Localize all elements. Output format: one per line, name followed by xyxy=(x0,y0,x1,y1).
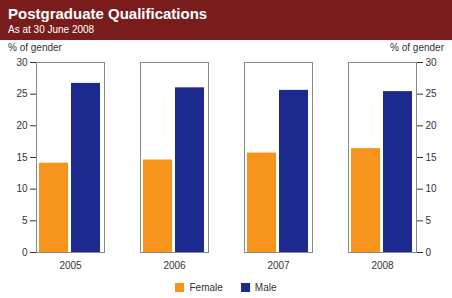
svg-text:2008: 2008 xyxy=(371,260,394,271)
svg-text:20: 20 xyxy=(426,120,438,131)
html-text:As at 30 June 2008: As at 30 June 2008 xyxy=(8,24,95,35)
svg-text:20: 20 xyxy=(16,120,28,131)
svg-text:25: 25 xyxy=(16,88,28,99)
svg-text:2006: 2006 xyxy=(163,260,186,271)
html-text:Male: Male xyxy=(254,281,277,293)
html-text:% of gender: % of gender xyxy=(390,42,444,53)
html-text:Female: Female xyxy=(189,281,223,293)
html-text:Postgraduate Qualifications: Postgraduate Qualifications xyxy=(8,5,208,22)
svg-text:0: 0 xyxy=(22,247,28,258)
svg-text:10: 10 xyxy=(16,183,28,194)
svg-text:15: 15 xyxy=(426,152,438,163)
svg-text:2007: 2007 xyxy=(267,260,290,271)
svg-text:2005: 2005 xyxy=(59,260,82,271)
svg-text:30: 30 xyxy=(16,57,28,68)
svg-text:25: 25 xyxy=(426,88,438,99)
svg-text:10: 10 xyxy=(426,183,438,194)
html-text:% of gender: % of gender xyxy=(8,42,62,53)
svg-text:5: 5 xyxy=(22,215,28,226)
svg-text:15: 15 xyxy=(16,152,28,163)
svg-text:0: 0 xyxy=(426,247,432,258)
svg-text:5: 5 xyxy=(426,215,432,226)
svg-text:30: 30 xyxy=(426,57,438,68)
